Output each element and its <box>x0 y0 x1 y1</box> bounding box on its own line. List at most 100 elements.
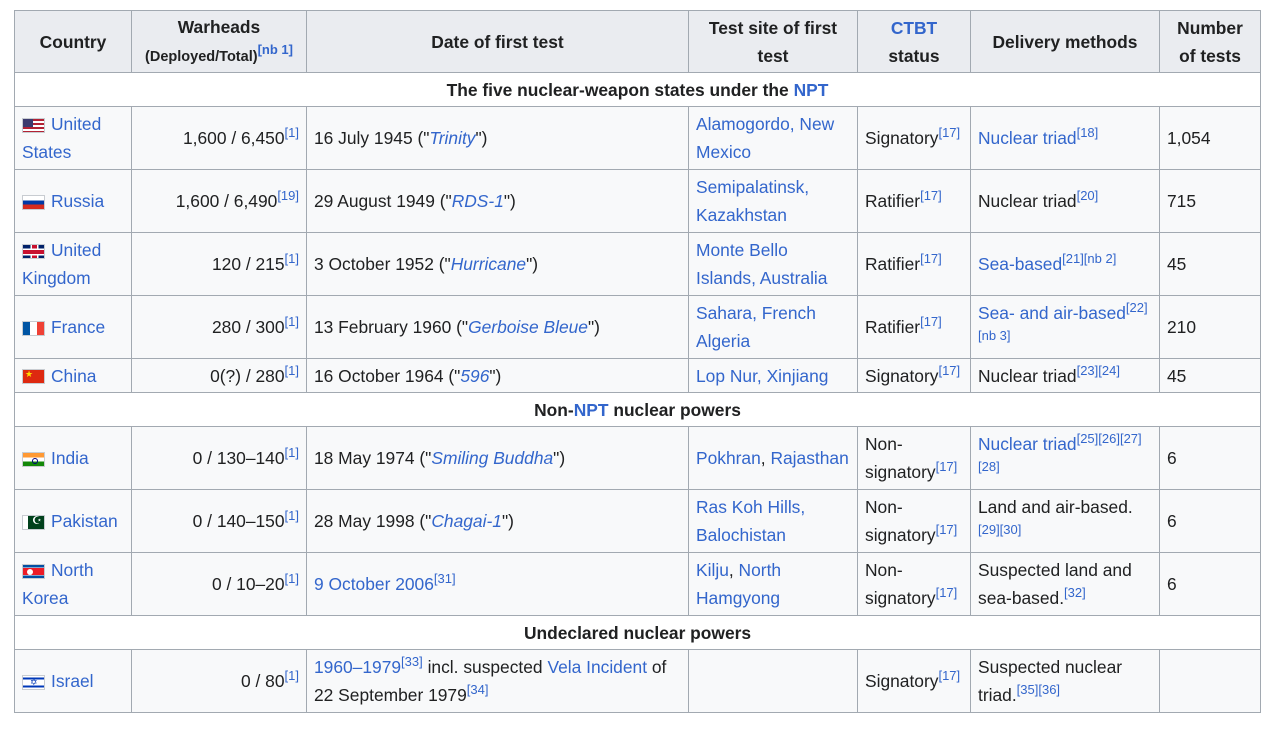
ref-link[interactable]: [17] <box>938 125 961 141</box>
test-site-link[interactable]: Sahara, French Algeria <box>696 303 816 351</box>
ref-link[interactable]: [17] <box>935 459 958 475</box>
ref-link[interactable]: [18] <box>1076 125 1099 141</box>
header-delivery[interactable]: Delivery methods <box>970 10 1160 73</box>
tests-cell <box>1159 649 1261 713</box>
header-tests[interactable]: Number of tests <box>1159 10 1261 73</box>
header-date[interactable]: Date of first test <box>306 10 689 73</box>
delivery-cell: Nuclear triad[25][26][27][28] <box>970 426 1160 490</box>
ref-link[interactable]: [25][26][27][28] <box>978 431 1142 475</box>
tests-cell: 1,054 <box>1159 106 1261 170</box>
ctbt-cell: Non-signatory[17] <box>857 489 971 553</box>
test-name-link[interactable]: 596 <box>460 365 490 386</box>
vela-incident-link[interactable]: Vela Incident <box>547 657 648 677</box>
test-site-link[interactable]: Ras Koh Hills, Balochistan <box>696 497 806 545</box>
ref-link[interactable]: [17] <box>938 668 961 684</box>
test-site-link[interactable]: Lop Nur, Xinjiang <box>696 365 829 386</box>
ref-link[interactable]: [32] <box>1064 585 1086 601</box>
date-cell: 3 October 1952 ("Hurricane") <box>306 232 689 296</box>
country-cell: Russia <box>14 169 132 233</box>
test-name-link[interactable]: Gerboise Bleue <box>468 317 588 337</box>
india-flag-icon <box>22 451 45 467</box>
country-link[interactable]: China <box>51 365 97 386</box>
russia-flag-icon <box>22 194 45 210</box>
test-region-link[interactable]: Rajasthan <box>770 448 849 468</box>
warheads-cell: 120 / 215[1] <box>131 232 307 296</box>
ref-link[interactable]: [29][30] <box>978 522 1022 538</box>
ref-link[interactable]: [19] <box>277 188 299 204</box>
header-ctbt[interactable]: CTBT status <box>857 10 971 73</box>
country-link[interactable]: United Kingdom <box>22 240 102 288</box>
ref-link[interactable]: [34] <box>466 682 489 698</box>
ref-link[interactable]: [1] <box>284 508 299 524</box>
ref-link[interactable]: [1] <box>284 362 299 378</box>
test-site-link[interactable]: Pokhran <box>696 448 761 468</box>
ref-link[interactable]: [22][nb 3] <box>978 300 1148 344</box>
test-name-link[interactable]: Chagai-1 <box>431 511 502 531</box>
delivery-cell: Sea-based[21][nb 2] <box>970 232 1160 296</box>
warheads-cell: 0 / 80[1] <box>131 649 307 713</box>
tests-cell: 210 <box>1159 295 1261 359</box>
ref-link[interactable]: [1] <box>284 125 299 141</box>
table-row: India 0 / 130–140[1] 18 May 1974 ("Smili… <box>14 426 1261 490</box>
warheads-cell: 280 / 300[1] <box>131 295 307 359</box>
ref-link[interactable]: [23][24] <box>1076 362 1120 378</box>
ref-link[interactable]: [1] <box>284 251 299 267</box>
ref-link[interactable]: [17] <box>920 314 942 330</box>
test-site-cell: Alamogordo, New Mexico <box>688 106 858 170</box>
uk-flag-icon <box>22 243 45 259</box>
test-name-link[interactable]: RDS-1 <box>451 191 504 211</box>
delivery-link[interactable]: Sea- and air-based <box>978 303 1126 323</box>
country-link[interactable]: France <box>51 317 106 337</box>
test-date-link[interactable]: 9 October 2006 <box>314 574 434 594</box>
table-row: Pakistan 0 / 140–150[1] 28 May 1998 ("Ch… <box>14 489 1261 553</box>
country-link[interactable]: United States <box>22 114 102 162</box>
test-site-cell: Pokhran, Rajasthan <box>688 426 858 490</box>
test-date-link[interactable]: 1960–1979 <box>314 657 402 677</box>
country-link[interactable]: North Korea <box>22 560 94 608</box>
section-row-undeclared: Undeclared nuclear powers <box>14 615 1261 650</box>
delivery-cell: Suspected nuclear triad.[35][36] <box>970 649 1160 713</box>
header-warheads[interactable]: Warheads (Deployed/Total)[nb 1] <box>131 10 307 73</box>
ref-link[interactable]: [31] <box>433 571 456 587</box>
country-link[interactable]: Israel <box>51 671 94 691</box>
ref-link[interactable]: [17] <box>938 362 961 378</box>
ref-link[interactable]: [35][36] <box>1016 682 1061 698</box>
test-name-link[interactable]: Hurricane <box>450 254 527 274</box>
ref-link[interactable]: [17] <box>920 251 942 267</box>
country-link[interactable]: Pakistan <box>51 511 118 531</box>
npt-link[interactable]: NPT <box>793 79 829 100</box>
test-region-link[interactable]: North Hamgyong <box>696 560 782 608</box>
ref-link[interactable]: [1] <box>284 571 299 587</box>
delivery-link[interactable]: Nuclear triad <box>978 434 1077 454</box>
ref-link[interactable]: [17] <box>935 522 958 538</box>
ref-link[interactable]: [1] <box>284 445 299 461</box>
test-name-link[interactable]: Trinity <box>429 128 476 148</box>
header-test-site[interactable]: Test site of first test <box>688 10 858 73</box>
npt-link[interactable]: NPT <box>573 399 609 420</box>
ref-link[interactable]: [1] <box>284 668 299 684</box>
ref-nb1-link[interactable]: [nb 1] <box>257 41 293 57</box>
ref-link[interactable]: [33] <box>401 654 423 670</box>
north-korea-flag-icon <box>22 563 45 579</box>
ctbt-cell: Signatory[17] <box>857 649 971 713</box>
china-flag-icon <box>22 369 45 385</box>
country-link[interactable]: Russia <box>51 191 105 211</box>
test-site-link[interactable]: Kilju <box>696 560 729 580</box>
ref-link[interactable]: [17] <box>920 188 942 204</box>
ref-link[interactable]: [17] <box>935 585 958 601</box>
ref-link[interactable]: [1] <box>284 314 299 330</box>
table-row: China 0(?) / 280[1] 16 October 1964 ("59… <box>14 358 1261 393</box>
test-name-link[interactable]: Smiling Buddha <box>431 448 554 468</box>
test-site-link[interactable]: Alamogordo, New Mexico <box>696 114 835 162</box>
test-site-link[interactable]: Monte Bello Islands, Australia <box>696 240 828 288</box>
ctbt-link[interactable]: CTBT <box>890 17 938 38</box>
tests-cell: 45 <box>1159 232 1261 296</box>
test-site-cell <box>688 649 858 713</box>
ref-link[interactable]: [21][nb 2] <box>1062 251 1117 267</box>
ref-link[interactable]: [20] <box>1076 188 1099 204</box>
country-link[interactable]: India <box>51 448 89 468</box>
header-country[interactable]: Country <box>14 10 132 73</box>
delivery-link[interactable]: Nuclear triad <box>978 128 1077 148</box>
test-site-link[interactable]: Semipalatinsk, Kazakhstan <box>696 177 810 225</box>
delivery-link[interactable]: Sea-based <box>978 254 1063 274</box>
